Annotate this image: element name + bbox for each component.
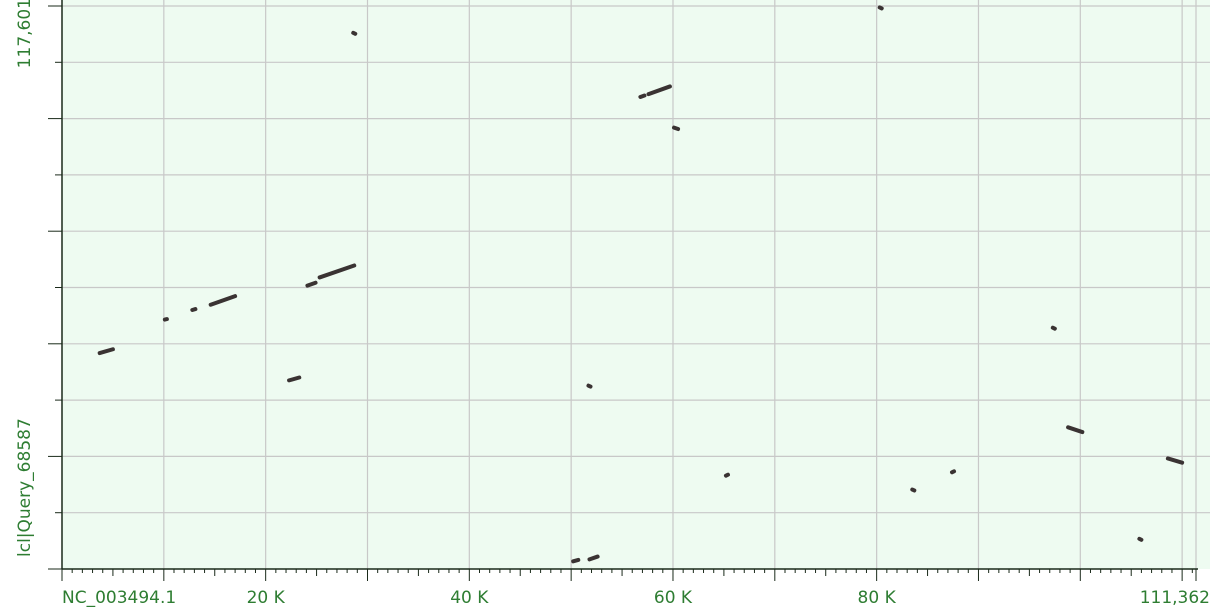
alignment-segment — [671, 125, 681, 132]
alignment-segment — [646, 84, 672, 97]
x-tick-label: NC_003494.1 — [62, 588, 176, 608]
x-tick-label: 20 K — [247, 588, 286, 608]
x-tick-label: 60 K — [654, 588, 693, 608]
x-tick-label: 111,362 — [1140, 588, 1210, 608]
plot-area — [62, 0, 1210, 569]
alignment-segment — [587, 554, 600, 562]
y-axis-label: lcl|Query_68587 — [15, 418, 35, 557]
x-tick-label: 80 K — [858, 588, 897, 608]
alignment-segment — [287, 375, 302, 383]
alignment-segment — [97, 347, 115, 356]
alignment-segment — [586, 383, 593, 389]
alignment-segment — [1050, 325, 1057, 331]
alignment-segment — [877, 5, 884, 11]
alignment-segment — [723, 472, 730, 478]
alignment-segment — [910, 487, 917, 493]
alignment-segment — [638, 93, 647, 99]
alignment-segment — [571, 557, 581, 564]
x-tick-label: 40 K — [450, 588, 489, 608]
alignment-segment — [1165, 456, 1185, 465]
alignment-segment — [208, 294, 238, 307]
alignment-segment — [1137, 536, 1144, 542]
alignment-segment — [190, 307, 198, 313]
alignment-segment — [1066, 425, 1085, 435]
alignment-segment — [949, 469, 957, 475]
alignment-segment — [305, 280, 318, 288]
y-tick-label: 117,601 — [15, 0, 35, 68]
alignment-segment — [317, 263, 357, 280]
alignment-segment — [351, 30, 358, 36]
